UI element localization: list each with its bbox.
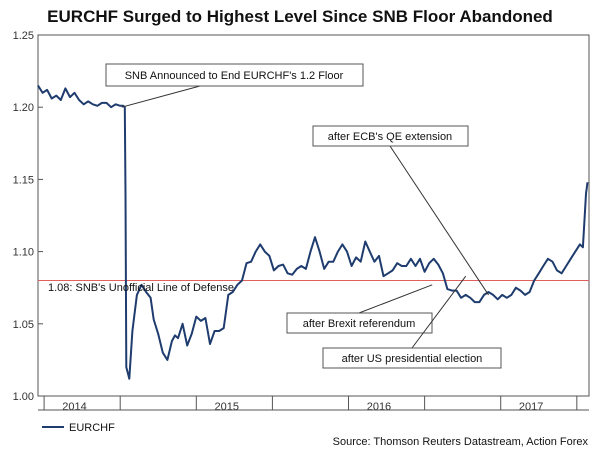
x-tick-label: 2014: [62, 401, 86, 413]
y-tick-label: 1.20: [13, 102, 34, 114]
y-tick-label: 1.15: [13, 174, 34, 186]
annotation-connector: [358, 284, 433, 314]
annotation-connector: [121, 85, 201, 108]
annotation-us-election: after US presidential election: [322, 275, 502, 369]
annotation-text: SNB Announced to End EURCHF's 1.2 Floor: [125, 70, 344, 82]
annotation-text: after Brexit referendum: [303, 318, 416, 330]
legend: EURCHF: [42, 422, 115, 434]
annotation-ecb: after ECB's QE extension: [312, 125, 489, 296]
annotation-text: after US presidential election: [342, 353, 483, 365]
annotation-brexit: after Brexit referendum: [286, 284, 433, 334]
annotation-connector: [411, 275, 467, 349]
y-tick-label: 1.05: [13, 319, 34, 331]
source-note: Source: Thomson Reuters Datastream, Acti…: [333, 436, 589, 448]
x-axis: 2014 2015 2016 2017: [38, 396, 589, 413]
x-tick-label: 2015: [214, 401, 238, 413]
annotation-snb: SNB Announced to End EURCHF's 1.2 Floor: [105, 63, 364, 108]
reference-line-label: 1.08: SNB's Unofficial Line of Defense: [48, 282, 234, 294]
legend-label-eurchf: EURCHF: [69, 422, 115, 434]
chart-title: EURCHF Surged to Highest Level Since SNB…: [47, 7, 553, 26]
x-tick-label: 2017: [519, 401, 543, 413]
annotation-box: [312, 125, 469, 147]
annotation-box: [322, 347, 502, 369]
annotation-text: after ECB's QE extension: [328, 131, 452, 143]
x-tick-label: 2016: [367, 401, 391, 413]
plot-area-border: [37, 34, 590, 397]
annotation-box: [286, 312, 433, 334]
y-tick-label: 1.10: [13, 247, 34, 259]
y-axis-ticks: 1.00 1.05 1.10 1.15 1.20 1.25: [13, 30, 43, 403]
annotation-box: [105, 63, 364, 87]
series-line-eurchf: [37, 84, 589, 380]
y-tick-label: 1.00: [13, 391, 34, 403]
annotation-connector: [389, 145, 489, 296]
y-tick-label: 1.25: [13, 30, 34, 42]
